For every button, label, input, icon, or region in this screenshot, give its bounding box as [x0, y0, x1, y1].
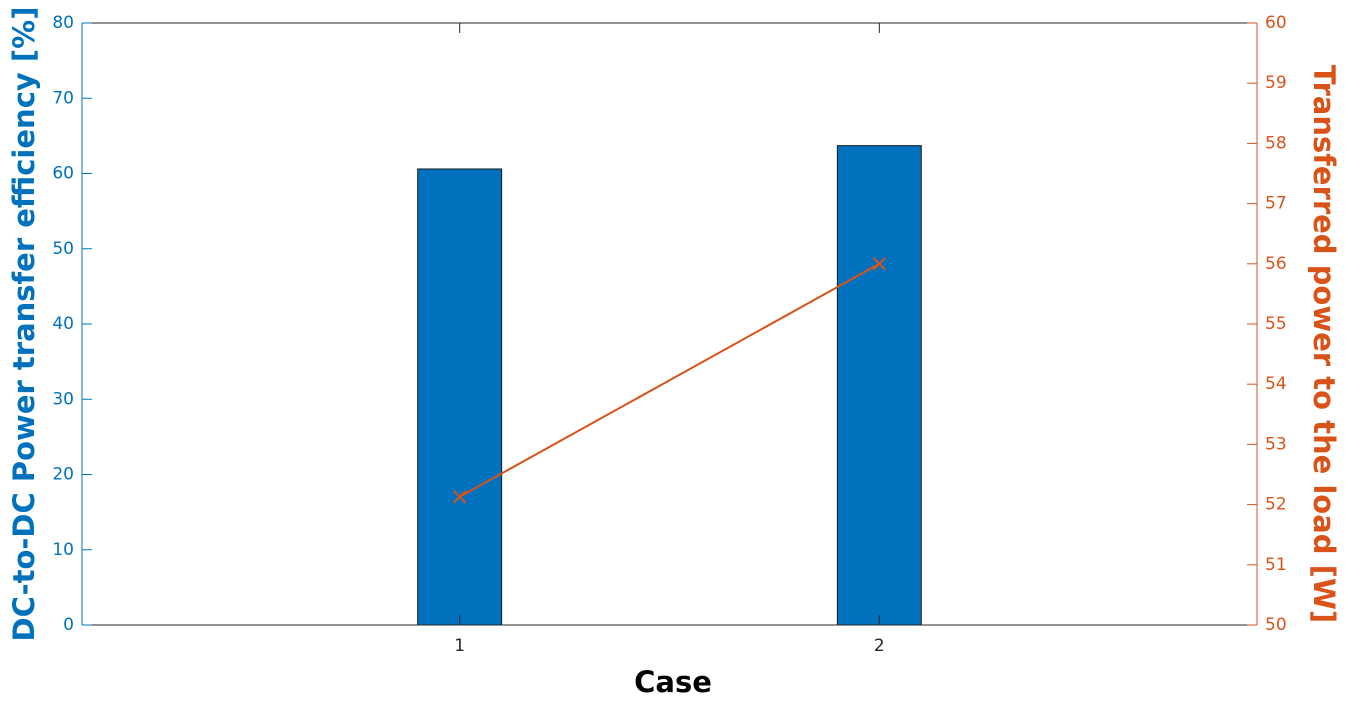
- y-tick-label: 30: [52, 389, 74, 409]
- y2-tick-label: 57: [1265, 194, 1287, 214]
- y2-tick-label: 55: [1265, 314, 1287, 334]
- y-axis-label: DC-to-DC Power transfer efficiency [%]: [7, 7, 41, 642]
- y-tick-label: 70: [52, 88, 74, 108]
- y2-tick-label: 51: [1265, 555, 1287, 575]
- y-tick-label: 20: [52, 465, 74, 485]
- y2-axis-label: Transferred power to the load [W]: [1307, 65, 1341, 623]
- bar: [836, 145, 922, 626]
- y2-tick-label: 50: [1265, 615, 1287, 635]
- data-line: [459, 262, 880, 498]
- y-tick-label: 0: [63, 615, 74, 635]
- y-tick-label: 40: [52, 314, 74, 334]
- y2-tick-label: 53: [1265, 434, 1287, 454]
- y-tick-label: 60: [52, 164, 74, 184]
- y2-tick-label: 58: [1265, 133, 1287, 153]
- x-tick-label: 1: [454, 636, 465, 656]
- y2-tick-label: 60: [1265, 13, 1287, 33]
- bar: [417, 168, 503, 626]
- x-axis-label: Case: [634, 665, 712, 699]
- y2-tick-label: 54: [1265, 374, 1287, 394]
- plot-area: [82, 23, 1257, 625]
- y2-tick-label: 52: [1265, 495, 1287, 515]
- marker: [452, 490, 467, 504]
- y2-tick-label: 59: [1265, 73, 1287, 93]
- x-tick-label: 2: [874, 636, 885, 656]
- marker: [872, 257, 887, 271]
- y-tick-label: 10: [52, 540, 74, 560]
- y2-tick-label: 56: [1265, 254, 1287, 274]
- y-tick-label: 80: [52, 13, 74, 33]
- y-tick-label: 50: [52, 239, 74, 259]
